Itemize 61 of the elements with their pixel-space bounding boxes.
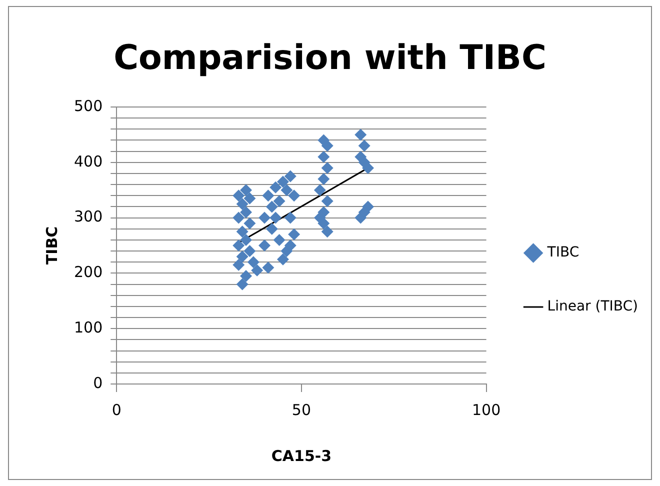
point (276, 176, 289, 188)
x-tick-label: 0 (112, 400, 122, 419)
y-tick-label: 100 (74, 318, 103, 336)
point (266, 222, 278, 235)
point (276, 253, 289, 266)
point (284, 240, 296, 252)
chart-title: Comparision with TIBC (112, 37, 548, 78)
point (232, 258, 245, 271)
point (258, 212, 270, 224)
point (321, 195, 334, 208)
point (288, 228, 300, 240)
point (358, 140, 370, 152)
point (232, 190, 245, 202)
point (240, 270, 252, 282)
point (232, 212, 245, 224)
point (273, 234, 286, 246)
point (321, 226, 334, 238)
point (251, 264, 264, 276)
y-tick-label: 200 (74, 263, 103, 282)
point (314, 184, 326, 196)
point (240, 184, 252, 196)
point (240, 206, 252, 218)
point (236, 226, 248, 238)
point (288, 190, 300, 202)
point (258, 240, 270, 252)
point (318, 173, 330, 186)
y-tick-label: 500 (74, 96, 103, 115)
y-tick-label: 0 (93, 374, 103, 392)
point (354, 128, 367, 141)
point (358, 206, 370, 218)
point (247, 256, 260, 268)
point (244, 217, 256, 230)
point (318, 134, 330, 146)
point (266, 200, 278, 213)
y-tick-label: 300 (74, 208, 103, 226)
point (318, 150, 330, 163)
point (314, 212, 326, 224)
point (244, 245, 256, 258)
point (362, 162, 374, 174)
x-tick-label: 50 (292, 400, 312, 419)
point (280, 184, 293, 196)
point (262, 262, 274, 274)
point (284, 212, 296, 224)
legend-label: TIBC (546, 244, 580, 261)
point (244, 192, 256, 204)
point (232, 240, 245, 252)
point (270, 212, 282, 224)
point (236, 278, 248, 290)
y-axis-title: TIBC (42, 226, 61, 265)
point (236, 250, 248, 263)
point (284, 170, 296, 182)
point (273, 195, 286, 208)
point (240, 234, 252, 246)
point (236, 198, 248, 210)
legend-label: Linear (TIBC) (547, 298, 638, 315)
x-axis-title: CA15-3 (271, 446, 332, 465)
point (270, 181, 282, 194)
point (262, 190, 274, 202)
point (321, 162, 334, 174)
x-tick-label: 100 (472, 400, 501, 419)
y-tick-label: 400 (74, 152, 103, 170)
